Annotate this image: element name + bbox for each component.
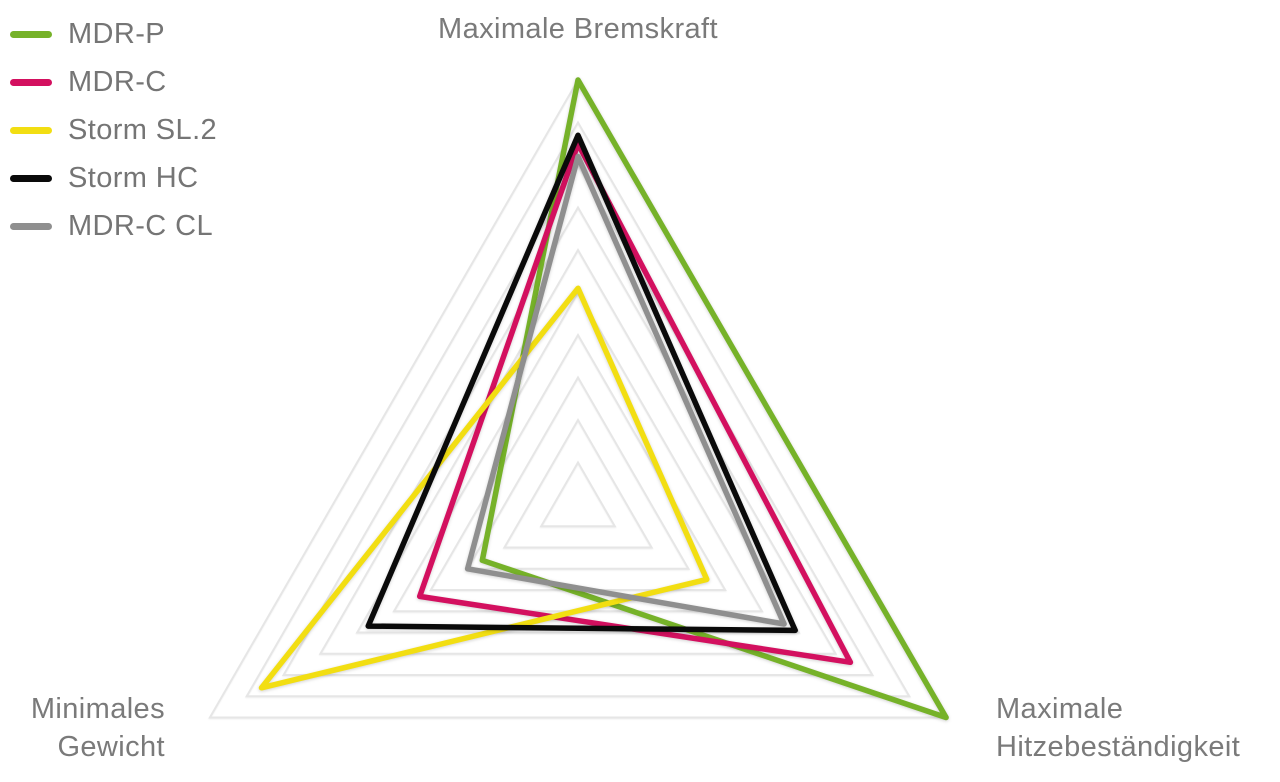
axis-label-line: Gewicht (57, 731, 165, 763)
legend-swatch-green (10, 30, 52, 38)
axis-label-bremskraft: Maximale Bremskraft (438, 13, 718, 45)
legend-item-storm-sl2: Storm SL.2 (10, 106, 217, 154)
series-storm-sl-2 (258, 285, 710, 691)
series-mdr-c-cl (464, 153, 787, 627)
grid-ring (244, 120, 912, 698)
legend-item-mdr-c: MDR-C (10, 58, 217, 106)
axis-label-line: Minimales (30, 693, 165, 725)
legend-label: MDR-P (68, 17, 166, 50)
legend-swatch-yellow (10, 126, 52, 134)
grid-ring (502, 417, 654, 549)
legend-item-mdr-p: MDR-P (10, 10, 217, 58)
grid-ring (465, 375, 691, 570)
series-storm-hc (365, 132, 798, 634)
legend-item-mdr-c-cl: MDR-C CL (10, 202, 217, 250)
axis-label-gewicht: Minimales Gewicht (5, 690, 165, 766)
legend-label: MDR-C (68, 65, 167, 98)
legend-label: MDR-C CL (68, 209, 213, 242)
axis-label-hitzebestaendigkeit: Maximale Hitzebeständigkeit (996, 690, 1240, 766)
legend-swatch-gray (10, 222, 52, 230)
grid-ring (355, 247, 801, 634)
legend-label: Storm HC (68, 161, 199, 194)
grid-ring (539, 460, 617, 528)
legend: MDR-P MDR-C Storm SL.2 Storm HC MDR-C CL (10, 10, 217, 250)
axis-label-line: Maximale (996, 693, 1124, 725)
legend-swatch-magenta (10, 78, 52, 86)
legend-item-storm-hc: Storm HC (10, 154, 217, 202)
legend-swatch-black (10, 174, 52, 182)
axis-label-line: Hitzebeständigkeit (996, 731, 1241, 763)
legend-label: Storm SL.2 (68, 113, 218, 146)
